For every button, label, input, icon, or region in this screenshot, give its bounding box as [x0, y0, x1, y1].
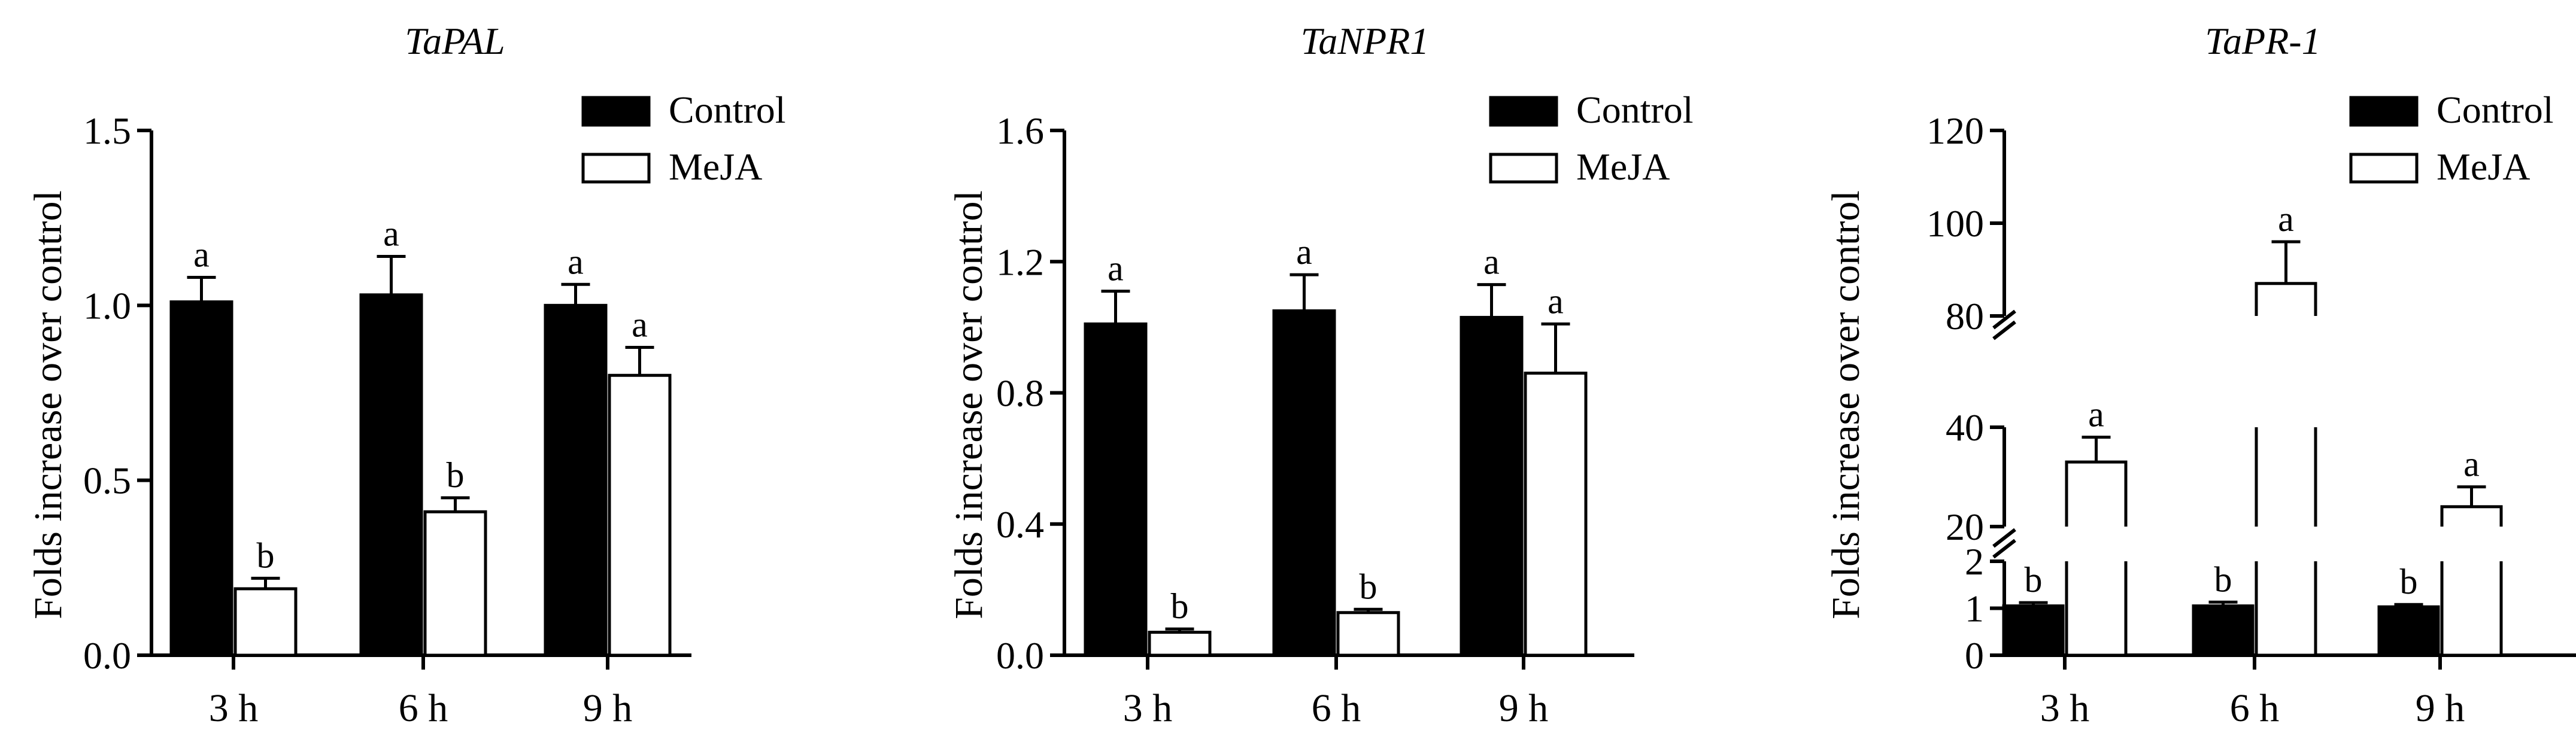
y-tick-label: 0.4 [996, 503, 1044, 546]
bar-control-2 [2192, 604, 2255, 657]
y-tick-label: 1.6 [996, 110, 1044, 152]
bar-control-1 [169, 300, 233, 657]
significance-letter: a [193, 235, 210, 275]
y-axis-label: Folds increase over control [1824, 190, 1868, 619]
bar-break-gap [2253, 316, 2319, 427]
significance-letter: b [2214, 559, 2232, 599]
x-tick-label: 6 h [1312, 686, 1361, 730]
bar-meja-2 [1336, 611, 1400, 657]
chart-title: TaPR-1 [2205, 20, 2320, 62]
bar-control-1 [2002, 604, 2065, 657]
significance-letter: b [2400, 562, 2418, 601]
bar-break-gap [2439, 527, 2504, 561]
legend-swatch-meja [581, 153, 651, 184]
bar-meja-1 [233, 587, 298, 657]
legend-swatch-meja [2349, 153, 2419, 184]
y-tick-label: 0.5 [83, 460, 131, 502]
significance-letter: a [1548, 281, 1564, 321]
y-tick-label: 1.0 [83, 284, 131, 327]
significance-letter: b [1360, 567, 1377, 606]
chart-title: TaNPR1 [1301, 20, 1430, 62]
y-tick-label: 120 [1926, 110, 1984, 152]
y-tick-label: 0.0 [83, 634, 131, 677]
y-tick-label: 2 [1965, 540, 1984, 583]
axis-break-marker [1992, 528, 2016, 548]
chart-title: TaPAL [405, 20, 505, 62]
significance-letter: b [447, 455, 465, 495]
y-axis-label: Folds increase over control [26, 190, 70, 619]
legend-label-meja: MeJA [669, 145, 762, 188]
chart-panel-3: TaPR-1 Folds increase over control 01 220 40… [1824, 20, 2576, 730]
y-tick-label: 100 [1926, 202, 1984, 245]
bar-meja-1 [1148, 631, 1212, 657]
bar-break-gap [2064, 527, 2129, 561]
legend-label-control: Control [669, 89, 786, 131]
bar-meja-3 [608, 373, 672, 657]
legend-swatch-control [581, 96, 651, 127]
legend-label-control: Control [1576, 89, 1694, 131]
x-tick-label: 6 h [2230, 686, 2280, 730]
x-tick-label: 9 h [2416, 686, 2465, 730]
x-tick-label: 9 h [583, 686, 633, 730]
bar-control-1 [1084, 322, 1148, 657]
x-tick-label: 9 h [1499, 686, 1549, 730]
significance-letter: a [2463, 445, 2480, 484]
bar-control-2 [1272, 309, 1336, 657]
y-tick-label: 0.8 [996, 372, 1044, 415]
bar-control-3 [1460, 315, 1524, 657]
bar-meja-3 [1524, 372, 1588, 657]
x-tick-label: 3 h [209, 686, 259, 730]
significance-letter: b [2025, 560, 2043, 600]
legend-label-control: Control [2437, 89, 2554, 131]
axis-break-marker [1992, 320, 2016, 340]
significance-letter: a [2278, 199, 2294, 239]
chart-panel-1: TaPAL Folds increase over control 0.0 0.5 1.… [26, 20, 786, 730]
significance-letter: b [1171, 586, 1189, 626]
significance-letter: b [257, 536, 275, 575]
significance-letter: a [383, 214, 399, 253]
legend-swatch-meja [1489, 153, 1558, 184]
significance-letter: a [2088, 395, 2104, 434]
y-tick-label: 20 [1946, 506, 1984, 548]
x-tick-label: 3 h [1123, 686, 1173, 730]
significance-letter: a [632, 305, 648, 344]
legend-swatch-control [1489, 96, 1558, 127]
y-axis-label: Folds increase over control [947, 190, 991, 619]
y-tick-label: 0.0 [996, 634, 1044, 677]
x-tick-label: 3 h [2040, 686, 2090, 730]
bar-break-gap [2253, 527, 2319, 561]
y-tick-label: 0 [1965, 634, 1984, 677]
significance-letter: a [568, 242, 584, 281]
axis-break-marker [1992, 309, 2016, 330]
legend-label-meja: MeJA [1576, 145, 1670, 188]
significance-letter: a [1108, 249, 1124, 288]
y-tick-label: 80 [1946, 295, 1984, 337]
bar-control-3 [544, 303, 608, 657]
axis-break-marker [1992, 539, 2016, 559]
x-tick-label: 6 h [399, 686, 448, 730]
significance-letter: a [1296, 232, 1312, 272]
bar-meja-2 [423, 510, 487, 657]
y-tick-label: 1 [1965, 588, 1984, 630]
y-tick-label: 40 [1946, 406, 1984, 449]
bar-control-3 [2377, 605, 2440, 657]
y-tick-label: 1.5 [83, 110, 131, 152]
legend-swatch-control [2349, 96, 2419, 127]
significance-letter: a [1483, 242, 1500, 282]
bar-control-2 [359, 293, 423, 657]
y-tick-label: 1.2 [996, 241, 1044, 283]
legend-label-meja: MeJA [2437, 145, 2530, 188]
